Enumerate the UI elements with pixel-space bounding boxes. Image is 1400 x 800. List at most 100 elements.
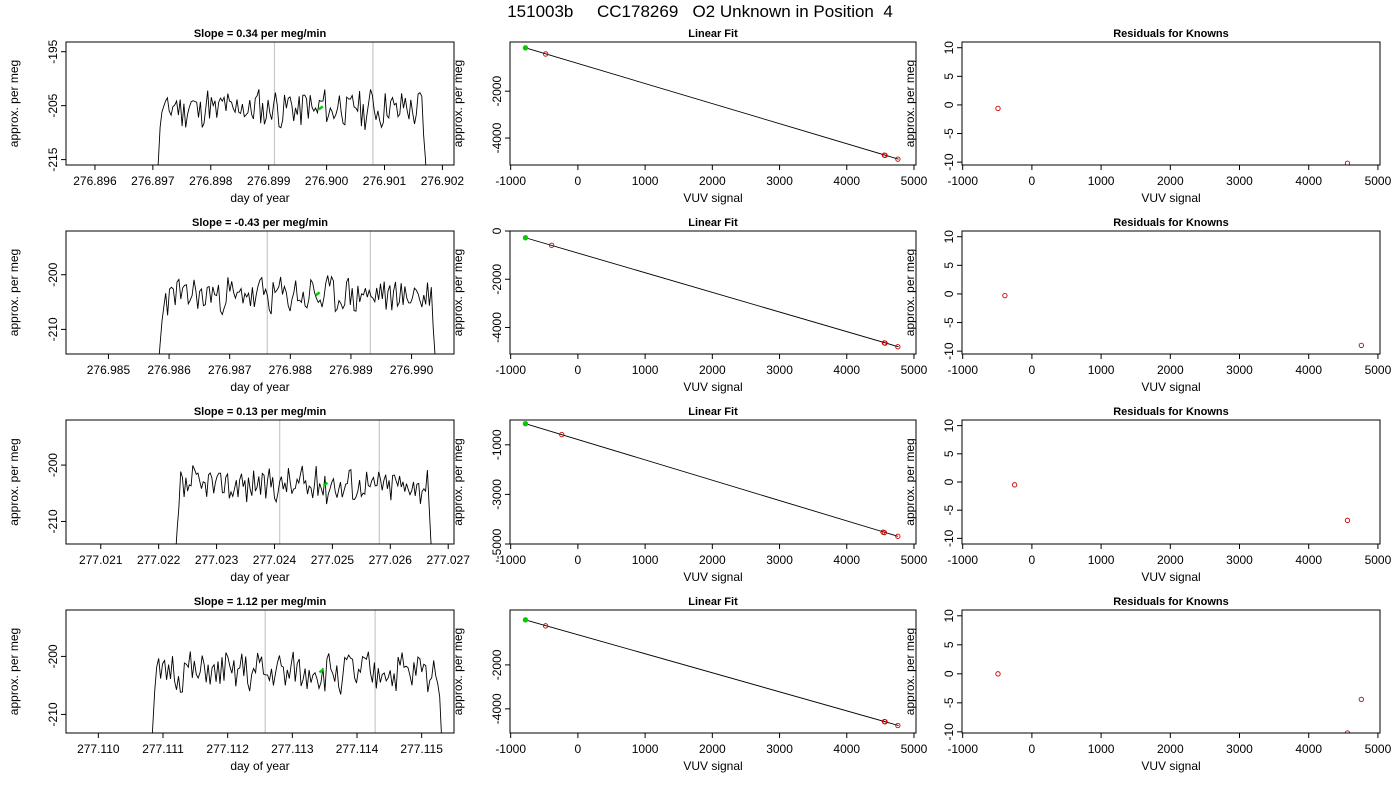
panel-5-title: Linear Fit <box>688 217 738 229</box>
panel-12-known-point-3 <box>1358 696 1364 702</box>
panel-9-x-tick-label: -1000 <box>947 553 978 567</box>
panel-4-x-tick-label: 276.990 <box>390 363 434 377</box>
panel-6-frame <box>961 230 1381 355</box>
panel-7-y-tick-label: -210 <box>46 509 60 533</box>
panel-6-y-axis-label: approx. per meg <box>903 249 917 336</box>
panel-5-x-tick-label: 1000 <box>632 363 659 377</box>
figure-title: 151003b CC178269 O2 Unknown in Position … <box>507 2 893 21</box>
panel-6-x-tick-label: 1000 <box>1088 363 1115 377</box>
panel-12-x-tick-label: 0 <box>1029 742 1036 756</box>
panel-2-plot-area <box>522 45 901 162</box>
panel-3-x-tick-label: -1000 <box>947 174 978 188</box>
panel-1-y-axis-label: approx. per meg <box>7 60 21 147</box>
panel-10-unknown-point <box>318 668 325 674</box>
panel-12-plot-area <box>995 671 1364 733</box>
panel-12-y-tick-label: -10 <box>942 723 956 741</box>
panel-10-signal-trace <box>151 651 442 733</box>
panel-6-x-tick-label: 0 <box>1029 363 1036 377</box>
panel-8-title: Linear Fit <box>688 406 738 418</box>
panel-3-x-tick-label: 3000 <box>1226 174 1253 188</box>
panel-5-x-axis-label: VUV signal <box>683 380 742 394</box>
panel-4-x-tick-label: 276.989 <box>329 363 373 377</box>
panel-12-y-tick-label: -5 <box>942 697 956 708</box>
panel-6-x-tick-label: 4000 <box>1295 363 1322 377</box>
panel-6-y-tick-label: -10 <box>942 342 956 360</box>
panel-2: Linear Fit -1000 0 1000 2000 3000 4000 5000 -200… <box>451 28 928 205</box>
panel-3-title: Residuals for Knowns <box>1113 28 1229 40</box>
panel-5-y-axis-label: approx. per meg <box>451 249 465 336</box>
panel-7-signal-trace <box>175 465 432 544</box>
panel-7-plot-area <box>175 420 432 544</box>
panel-7-x-tick-label: 277.023 <box>195 553 239 567</box>
panel-8-x-tick-label: 5000 <box>901 553 928 567</box>
panel-7-title: Slope = 0.13 per meg/min <box>194 406 327 418</box>
panel-8-x-axis-label: VUV signal <box>683 570 742 584</box>
panel-1-y-tick-label: -215 <box>46 147 60 171</box>
panel-2-frame <box>509 41 917 166</box>
panel-5-x-tick-label: 4000 <box>833 363 860 377</box>
panel-3-y-tick-label: -5 <box>942 128 956 139</box>
panel-11-y-tick-label: -2000 <box>490 649 504 680</box>
panel-4-x-axis-label: day of year <box>230 380 289 394</box>
panel-4-y-axis-label: approx. per meg <box>7 249 21 336</box>
panel-10-x-tick-label: 277.112 <box>206 742 249 756</box>
panel-9-y-tick-label: 5 <box>942 450 956 457</box>
panel-6-known-point-1 <box>1002 292 1008 299</box>
panel-11-frame <box>509 609 917 734</box>
panel-11-plot-area <box>522 617 901 729</box>
panel-1-x-tick-label: 276.898 <box>189 174 233 188</box>
panel-11-y-tick-label: -4000 <box>490 693 504 724</box>
panel-12-y-axis-label: approx. per meg <box>903 628 917 715</box>
panel-8-known-point-4 <box>895 533 901 539</box>
panel-3: Residuals for Knowns -1000 0 1000 2000 3000 40… <box>903 28 1392 205</box>
panel-2-y-tick-label: -4000 <box>490 122 504 153</box>
panel-11-unknown-point <box>522 617 529 623</box>
panel-2-x-tick-label: -1000 <box>495 174 526 188</box>
panel-5-x-tick-label: 0 <box>575 363 582 377</box>
panel-12-x-tick-label: -1000 <box>947 742 978 756</box>
panel-9-y-tick-label: -10 <box>942 529 956 547</box>
panel-5-x-tick-label: 3000 <box>766 363 793 377</box>
panel-12-x-tick-label: 1000 <box>1088 742 1115 756</box>
panel-8-x-tick-label: 0 <box>575 553 582 567</box>
panel-1-frame <box>65 41 455 166</box>
panel-8-plot-area <box>522 421 901 539</box>
panel-2-known-point-4 <box>895 156 901 162</box>
panel-7-y-tick-label: -200 <box>46 453 60 477</box>
panel-6-x-tick-label: -1000 <box>947 363 978 377</box>
panel-3-y-tick-label: 10 <box>942 41 956 55</box>
panel-6-y-tick-label: 5 <box>942 262 956 269</box>
panel-9: Residuals for Knowns -1000 0 1000 2000 3000 40… <box>903 406 1392 584</box>
panel-7-x-tick-label: 277.022 <box>137 553 181 567</box>
panel-4-unknown-point <box>314 291 321 297</box>
panel-3-x-tick-label: 0 <box>1029 174 1036 188</box>
panel-1-signal-trace <box>157 89 427 165</box>
panel-9-title: Residuals for Knowns <box>1113 406 1229 418</box>
panel-6-x-axis-label: VUV signal <box>1141 380 1200 394</box>
panel-3-y-tick-label: -10 <box>942 153 956 171</box>
panel-8-y-tick-label: -3000 <box>490 479 504 510</box>
panel-9-x-tick-label: 4000 <box>1295 553 1322 567</box>
panel-2-y-tick-label: -2000 <box>490 76 504 107</box>
panel-1-y-tick-label: -195 <box>46 39 60 63</box>
panel-12-x-tick-label: 2000 <box>1157 742 1184 756</box>
panel-10-x-axis-label: day of year <box>230 759 289 773</box>
panel-4-x-tick-label: 276.985 <box>87 363 131 377</box>
panel-9-x-tick-label: 0 <box>1029 553 1036 567</box>
panel-12: Residuals for Knowns -1000 0 1000 2000 3000 40… <box>903 596 1392 773</box>
panel-7-x-tick-label: 277.024 <box>253 553 297 567</box>
panel-5-known-point-4 <box>895 344 901 350</box>
panel-3-x-tick-label: 4000 <box>1295 174 1322 188</box>
panel-5: Linear Fit -1000 0 1000 2000 3000 4000 5000 0 -20… <box>451 217 928 394</box>
panel-12-y-tick-label: 10 <box>942 609 956 623</box>
panel-6-title: Residuals for Knowns <box>1113 217 1229 229</box>
panel-2-x-axis-label: VUV signal <box>683 191 742 205</box>
panel-10-y-tick-label: -210 <box>46 702 60 726</box>
panel-8-fit-line <box>525 423 898 537</box>
panel-11: Linear Fit -1000 0 1000 2000 3000 4000 5000 -200… <box>451 596 928 773</box>
panel-8-y-axis-label: approx. per meg <box>451 438 465 525</box>
panel-1-plot-area <box>157 42 427 165</box>
panel-9-known-point-1 <box>1011 482 1018 488</box>
panel-9-y-tick-label: 10 <box>942 419 956 433</box>
